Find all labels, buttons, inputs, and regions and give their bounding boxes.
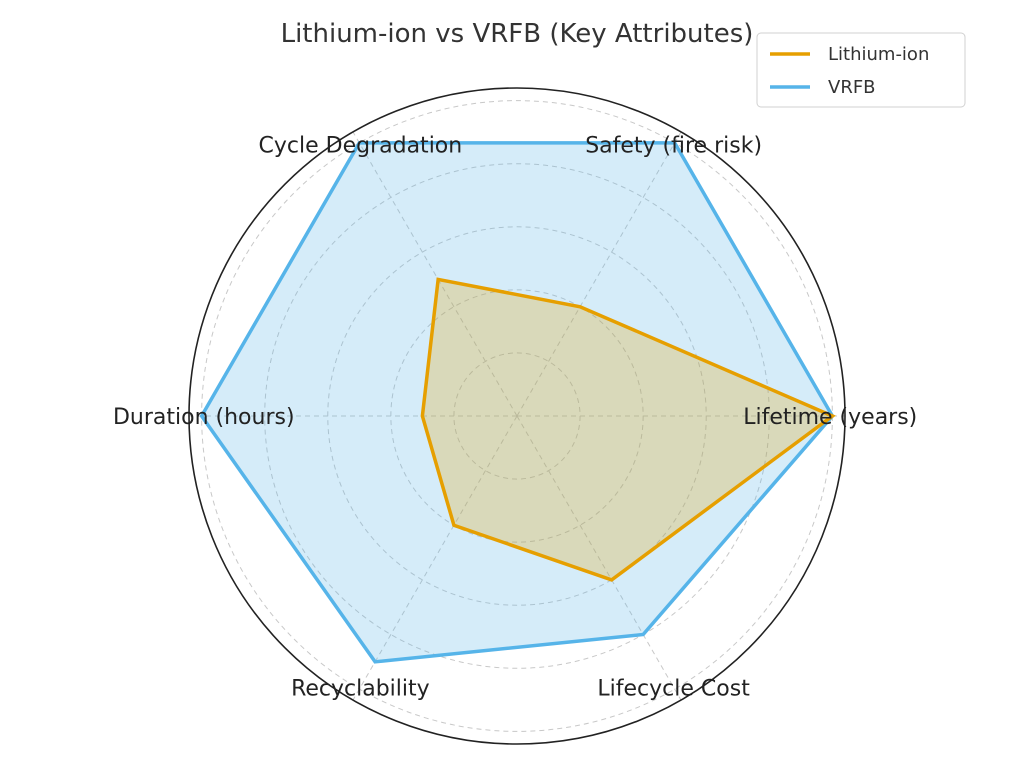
axis-label: Lifetime (years) [743, 405, 917, 430]
axis-label: Recyclability [291, 676, 430, 701]
chart-title: Lithium-ion vs VRFB (Key Attributes) [281, 19, 754, 49]
grid-spoke [352, 415, 518, 701]
legend: Lithium-ion VRFB [756, 32, 966, 108]
grid-spoke [516, 131, 682, 417]
axis-label: Duration (hours) [113, 405, 295, 430]
legend-label: VRFB [828, 77, 876, 98]
axis-label: Lifecycle Cost [597, 676, 750, 701]
axis-label: Safety (fire risk) [585, 134, 762, 159]
grid-spoke [352, 131, 518, 417]
axis-label: Cycle Degradation [259, 134, 463, 159]
series-layer [199, 141, 836, 664]
grid-spoke [516, 415, 682, 701]
outer-frame [188, 87, 846, 745]
axis-labels: Lifetime (years) Safety (fire risk) Cycle … [113, 134, 917, 702]
legend-label: Lithium-ion [828, 44, 929, 65]
